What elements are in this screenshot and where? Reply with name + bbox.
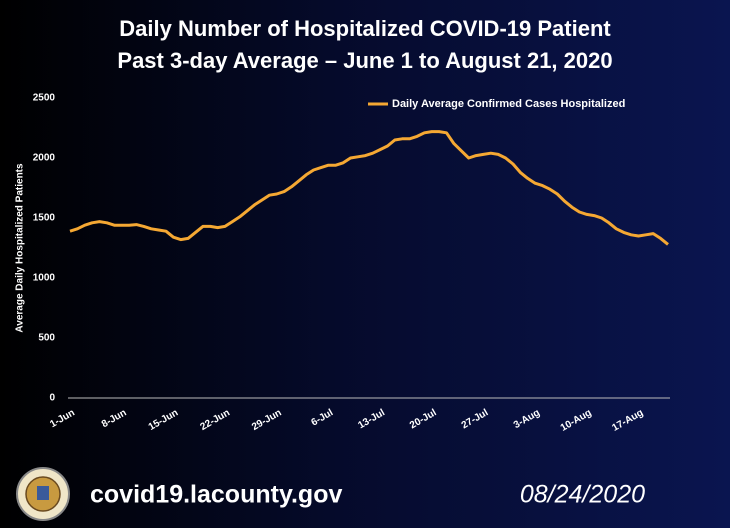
data-line bbox=[69, 130, 669, 246]
legend-label: Daily Average Confirmed Cases Hospitaliz… bbox=[392, 98, 625, 110]
y-tick-label: 1500 bbox=[33, 213, 56, 224]
chart-title: Daily Number of Hospitalized COVID-19 Pa… bbox=[119, 16, 611, 41]
y-tick-label: 500 bbox=[38, 333, 55, 344]
chart-subtitle: Past 3-day Average – June 1 to August 21… bbox=[117, 48, 612, 73]
y-tick-label: 0 bbox=[49, 393, 55, 404]
footer-url: covid19.lacounty.gov bbox=[90, 481, 342, 509]
y-tick-label: 2000 bbox=[33, 153, 56, 164]
logo bbox=[16, 467, 70, 521]
footer-date: 08/24/2020 bbox=[520, 481, 645, 509]
y-tick-label: 1000 bbox=[33, 273, 56, 284]
y-tick-label: 2500 bbox=[33, 93, 56, 104]
y-axis-label: Average Daily Hospitalized Patients bbox=[15, 163, 26, 333]
